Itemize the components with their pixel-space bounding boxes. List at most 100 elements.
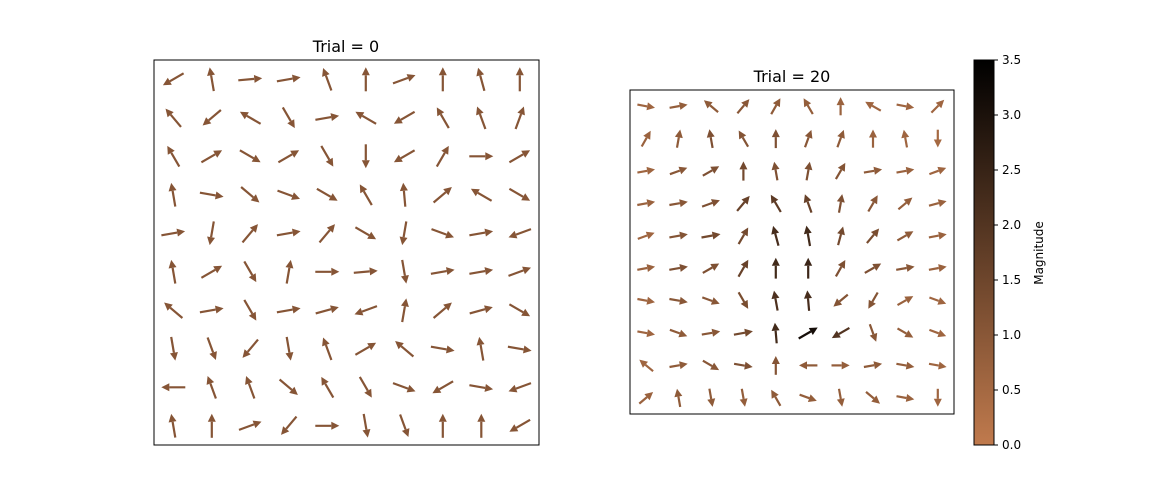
quiver-arrow [933, 129, 942, 148]
quiver-arrow [771, 389, 782, 407]
quiver-arrow-head [869, 332, 878, 342]
quiver-arrow-head [841, 361, 850, 370]
quiver-arrow-shaft [637, 234, 648, 240]
quiver-arrow [837, 226, 845, 246]
quiver-arrow-shaft [669, 169, 681, 176]
colorbar-tick-label: 3.5 [1002, 53, 1021, 67]
quiver-arrow-head [170, 352, 178, 361]
quiver-arrow [771, 129, 780, 149]
quiver-arrow-shaft [170, 152, 181, 168]
quiver-arrow-head [836, 194, 845, 203]
quiver-arrow-shaft [508, 269, 524, 277]
quiver-arrow-head [292, 228, 301, 237]
quiver-arrow-head [740, 299, 749, 309]
quiver-arrow-head [289, 386, 298, 395]
quiver-arrow-shaft [515, 382, 532, 390]
quiver-arrow-shaft [709, 104, 719, 113]
quiver-arrow-head [436, 107, 445, 117]
quiver-arrow-shaft [399, 414, 407, 430]
quiver-arrow [771, 322, 780, 344]
quiver-arrow [803, 129, 813, 148]
quiver-arrow-head [870, 195, 878, 205]
quiver-arrow-shaft [805, 169, 810, 181]
quiver-arrow-shaft [430, 270, 447, 275]
quiver-arrow [896, 102, 915, 111]
quiver-arrow [640, 130, 651, 148]
quiver-arrow [804, 161, 813, 181]
quiver-arrow-head [206, 376, 215, 385]
quiver-arrow [431, 228, 454, 239]
quiver-arrow-head [165, 108, 174, 118]
quiver-arrow-head [643, 130, 651, 140]
quiver-arrow [831, 326, 850, 339]
quiver-arrow-head [476, 106, 484, 116]
quiver-arrow-head [771, 225, 780, 235]
quiver-arrow [836, 97, 845, 116]
quiver-arrow-shaft [508, 187, 524, 198]
quiver-arrow-shaft [774, 298, 779, 311]
quiver-arrow [833, 293, 849, 307]
quiver-arrow-head [646, 329, 655, 338]
quiver-arrow [866, 228, 880, 244]
quiver-arrow-head [253, 74, 263, 83]
quiver-arrow-shaft [200, 268, 216, 279]
quiver-arrow-head [369, 267, 378, 276]
quiver-arrow-head [678, 329, 688, 338]
quiver-arrow-shaft [774, 233, 780, 246]
quiver-arrow-head [679, 102, 688, 110]
quiver-arrow [276, 228, 301, 237]
quiver-arrow [508, 187, 531, 201]
quiver-arrow-head [406, 384, 416, 393]
quiver-arrow [240, 186, 260, 203]
quiver-arrow [168, 413, 177, 438]
quiver-arrow-shaft [736, 201, 746, 212]
quiver-arrow-shaft [508, 153, 524, 164]
quiver-arrow [933, 388, 942, 407]
quiver-arrow-head [432, 385, 442, 394]
quiver-arrow-head [679, 361, 688, 370]
quiver-arrow [161, 383, 186, 392]
quiver-arrow [737, 291, 749, 309]
quiver-arrow-shaft [161, 231, 178, 237]
quiver-arrow [701, 231, 721, 240]
quiver-arrow-head [291, 192, 300, 200]
quiver-arrow-head [285, 352, 294, 361]
quiver-arrow-shaft [246, 338, 259, 353]
quiver-arrow-shaft [285, 415, 298, 430]
quiver-arrow-head [445, 230, 454, 239]
quiver-arrow-shaft [701, 201, 713, 208]
quiver-arrow-head [484, 384, 494, 392]
quiver-arrow-shaft [361, 114, 377, 125]
quiver-arrow-shaft [733, 331, 746, 336]
quiver-arrow [432, 302, 452, 319]
quiver-arrow [206, 337, 217, 360]
quiver-arrow-shaft [240, 186, 255, 199]
quiver-arrow-head [484, 228, 494, 237]
quiver-arrow [637, 102, 655, 111]
quiver-arrow-head [937, 166, 947, 175]
quiver-arrow-head [443, 187, 452, 196]
quiver-arrow-head [674, 388, 683, 398]
quiver-arrow [701, 199, 720, 208]
quiver-arrow-shaft [669, 297, 681, 302]
quiver-arrow [771, 290, 780, 311]
quiver-arrow-head [292, 305, 301, 314]
quiver-arrow-head [905, 102, 915, 111]
quiver-arrow-shaft [199, 191, 216, 197]
quiver-arrow-head [484, 305, 493, 314]
quiver-arrow-head [873, 166, 883, 175]
quiver-arrow-head [739, 161, 748, 170]
quiver-arrow-shaft [400, 110, 416, 121]
quiver-arrow [865, 391, 880, 404]
quiver-arrow-head [401, 298, 409, 307]
quiver-arrow-shaft [770, 104, 778, 115]
quiver-arrow [507, 345, 532, 354]
quiver-arrow-head [207, 67, 215, 76]
quiver-arrow-shaft [469, 270, 486, 275]
quiver-arrow-head [168, 182, 177, 192]
quiver-arrow-head [679, 296, 688, 305]
quiver-arrow [771, 225, 780, 246]
quiver-arrow-shaft [871, 104, 882, 112]
quiver-arrow-shaft [353, 270, 370, 274]
quiver-arrow [207, 221, 215, 246]
